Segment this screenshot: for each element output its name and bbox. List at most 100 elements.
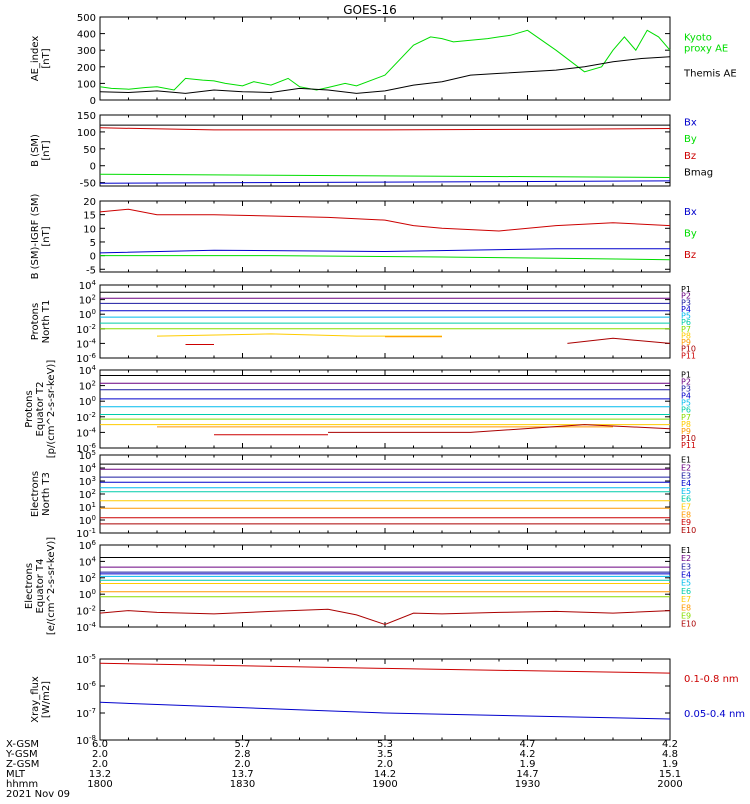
y-tick-label: 10-4 (76, 337, 96, 350)
series-kyoto-proxy-ae (99, 29, 671, 91)
x-row-value: 5.3 (377, 739, 393, 750)
y-tick-label: 10-2 (76, 323, 96, 336)
y-tick-label: 15 (83, 211, 96, 222)
y-tick-label: 0 (90, 252, 96, 263)
legend-e8: E8 (681, 603, 691, 612)
y-tick-label: 150 (77, 111, 96, 122)
legend-p4: P4 (681, 305, 691, 314)
legend-p10: P10 (681, 345, 696, 354)
legend-e10: E10 (681, 526, 696, 535)
panel-bdiff (99, 200, 671, 273)
x-row-value: 6.0 (92, 739, 108, 750)
panel-ae (99, 16, 671, 101)
y-axis-label: ProtonsNorth T1 (30, 300, 52, 344)
legend-p1: P1 (681, 370, 691, 379)
x-row-value: 1830 (230, 779, 255, 790)
series-bx (99, 180, 671, 184)
x-row-value: 4.7 (520, 739, 536, 750)
y-tick-label: 10-6 (76, 442, 96, 455)
legend-p8: P8 (681, 420, 691, 429)
legend-e2: E2 (681, 463, 691, 472)
legend-p11: P11 (681, 441, 696, 450)
series-bz (99, 208, 671, 232)
legend-e6: E6 (681, 587, 691, 596)
y-tick-label: 400 (77, 30, 96, 41)
legend-p5: P5 (681, 399, 691, 408)
legend-0-1-0-8-nm: 0.1-0.8 nm (684, 674, 739, 685)
legend-p9: P9 (681, 338, 691, 347)
panel-frame (99, 658, 671, 741)
x-row-value: 2.0 (92, 759, 108, 770)
x-row-value: 2.0 (235, 759, 251, 770)
x-row-value: 14.7 (516, 769, 538, 780)
legend-bmag: Bmag (684, 167, 713, 178)
x-row-value: 1.9 (520, 759, 536, 770)
panel-frame (99, 369, 671, 449)
x-row-value: 2.0 (92, 749, 108, 760)
x-row-value: 1930 (515, 779, 540, 790)
y-axis-label: B (SM)-IGRF (SM)[nT] (30, 194, 52, 280)
x-row-label: X-GSM (6, 739, 39, 750)
y-tick-label: 104 (79, 364, 97, 377)
y-tick-label: 100 (77, 128, 96, 139)
y-tick-label: 10-5 (76, 653, 96, 666)
legend-p10: P10 (681, 434, 696, 443)
y-tick-label: 50 (83, 145, 96, 156)
panel-frame (99, 284, 671, 359)
y-tick-label: 100 (79, 395, 96, 408)
legend-p3: P3 (681, 298, 691, 307)
legend-p1: P1 (681, 285, 691, 294)
y-tick-label: 104 (79, 279, 97, 292)
series-themis-ae (99, 56, 671, 94)
series-p8 (156, 333, 442, 337)
y-tick-label: 105 (79, 449, 96, 462)
legend-e3: E3 (681, 562, 691, 571)
series-0-1-0-8-nm (99, 662, 671, 674)
x-row-label: hhmm (6, 779, 38, 790)
x-row-value: 2.8 (235, 749, 251, 760)
x-row-value: 1800 (87, 779, 112, 790)
y-tick-label: 10-8 (76, 734, 96, 747)
legend-p11: P11 (681, 351, 696, 360)
legend-kyoto-proxy-ae: proxy AE (684, 43, 728, 54)
y-tick-label: 10-6 (76, 352, 96, 365)
legend-e9: E9 (681, 612, 691, 621)
panel-e2 (99, 544, 671, 628)
legend-p3: P3 (681, 384, 691, 393)
series-p10 (328, 424, 671, 433)
series-e10 (99, 608, 671, 626)
y-tick-label: 10-2 (76, 605, 96, 618)
y-tick-label: 500 (77, 13, 96, 24)
panel-frame (99, 200, 671, 273)
legend-e3: E3 (681, 471, 691, 480)
legend-p9: P9 (681, 427, 691, 436)
panel-bsm (99, 114, 671, 187)
legend-e6: E6 (681, 495, 691, 504)
x-row-value: 14.2 (374, 769, 396, 780)
legend-p7: P7 (681, 325, 691, 334)
legend-0-05-0-4-nm: 0.05-0.4 nm (684, 709, 745, 720)
legend-bx: Bx (684, 118, 697, 129)
legend-e5: E5 (681, 487, 691, 496)
legend-by: By (684, 134, 697, 145)
legend-bx: Bx (684, 207, 697, 218)
series-by (100, 255, 671, 261)
legend-e4: E4 (681, 571, 691, 580)
series-by (99, 173, 671, 178)
y-axis-label: ElectronsNorth T3 (30, 471, 52, 517)
series-bx (99, 248, 670, 254)
x-row-value: 2000 (657, 779, 682, 790)
y-tick-label: 10-4 (76, 426, 96, 439)
x-row-value: 4.2 (662, 739, 678, 750)
legend-bz: Bz (684, 250, 696, 261)
y-tick-label: 102 (79, 294, 96, 307)
panel-e1 (99, 454, 671, 534)
y-tick-label: 0 (90, 162, 96, 173)
y-tick-label: 100 (79, 514, 96, 527)
y-tick-label: 10-1 (76, 527, 96, 540)
legend-e9: E9 (681, 518, 691, 527)
y-tick-label: -5 (86, 265, 96, 276)
y-tick-label: 102 (79, 572, 96, 585)
